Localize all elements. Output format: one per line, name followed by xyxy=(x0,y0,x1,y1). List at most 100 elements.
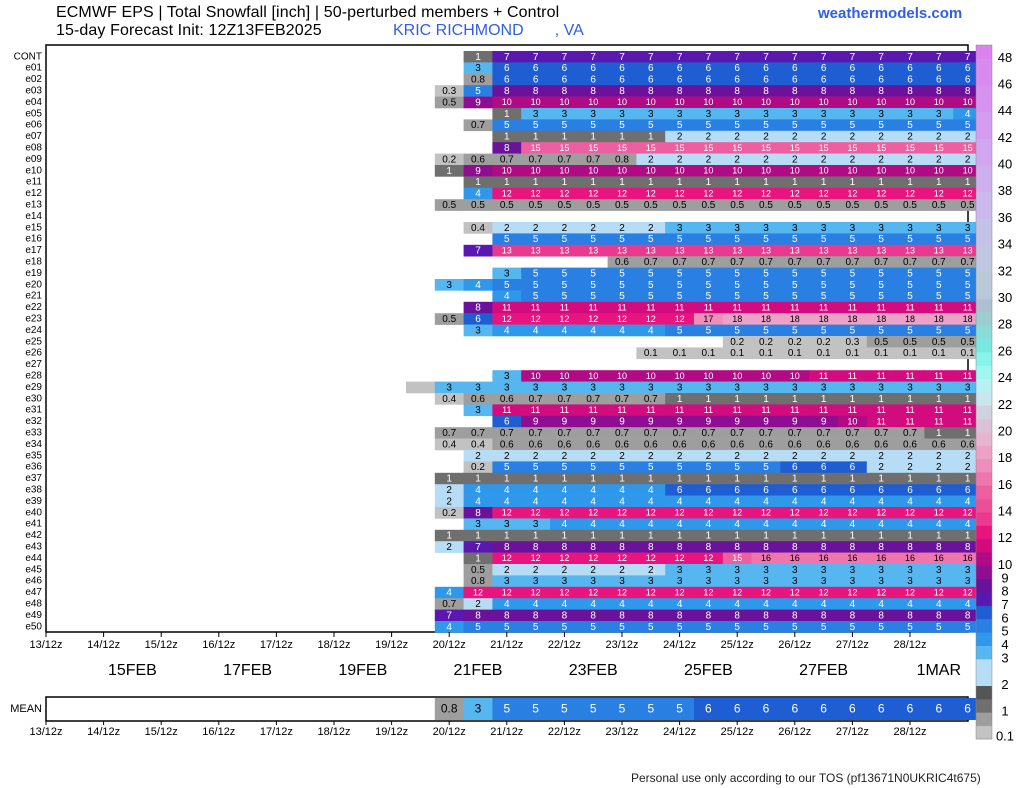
heat-cell xyxy=(550,199,580,211)
heat-cell xyxy=(665,222,695,234)
cell-value: 12 xyxy=(905,188,915,198)
heat-cell xyxy=(521,404,551,417)
cell-value: 7 xyxy=(821,52,827,63)
cell-value: 0.6 xyxy=(500,394,514,405)
heat-cell xyxy=(636,529,666,542)
cell-value: 1 xyxy=(936,428,942,439)
heat-cell xyxy=(492,598,522,610)
cell-value: 0.7 xyxy=(845,428,859,439)
cell-value: 6 xyxy=(706,75,712,86)
heat-cell xyxy=(607,495,637,508)
cell-value: 12 xyxy=(531,553,541,563)
cell-value: 0.5 xyxy=(932,200,946,211)
cell-value: 0.5 xyxy=(615,200,629,211)
heat-cell xyxy=(492,130,522,143)
mean-cell xyxy=(751,698,781,720)
colorbar-segment xyxy=(976,285,992,299)
mean-value: 5 xyxy=(532,702,539,716)
member-label: e35 xyxy=(25,450,42,461)
cell-value: 3 xyxy=(706,109,712,120)
heat-cell xyxy=(463,324,493,337)
member-label: e17 xyxy=(25,245,42,256)
heat-cell xyxy=(694,529,724,542)
heat-cell xyxy=(578,415,609,428)
heat-cell xyxy=(838,267,868,280)
member-label: e31 xyxy=(25,405,42,416)
heat-cell xyxy=(578,507,609,519)
cell-value: 1 xyxy=(706,177,712,188)
cell-value: 3 xyxy=(706,576,712,587)
heat-cell xyxy=(866,507,897,519)
cell-value: 5 xyxy=(965,120,971,131)
heat-cell xyxy=(809,370,839,382)
heat-cell xyxy=(809,472,839,485)
heat-cell xyxy=(665,324,695,337)
heat-cell xyxy=(463,165,493,177)
heat-cell xyxy=(809,233,839,246)
heat-cell xyxy=(665,153,695,166)
heat-cell xyxy=(578,621,609,633)
colorbar-label: 9 xyxy=(1001,570,1008,585)
cell-value: 12 xyxy=(819,587,829,597)
heat-cell xyxy=(780,450,810,462)
cell-value: 6 xyxy=(878,485,884,496)
colorbar-segment xyxy=(976,552,992,566)
heat-cell xyxy=(550,119,580,132)
colorbar-segment xyxy=(976,525,992,540)
cell-value: 7 xyxy=(475,246,481,257)
heat-cell xyxy=(607,256,637,268)
heat-cell xyxy=(838,85,868,97)
cell-value: 1 xyxy=(792,531,798,542)
cell-value: 6 xyxy=(936,63,942,74)
cell-value: 1 xyxy=(850,531,856,542)
heat-cell xyxy=(607,130,637,143)
heat-cell xyxy=(492,73,522,86)
cell-value: 10 xyxy=(588,97,598,107)
heat-cell xyxy=(578,324,609,337)
heat-cell xyxy=(492,233,522,246)
cell-value: 0.2 xyxy=(442,508,456,519)
heat-cell xyxy=(924,187,954,200)
cell-value: 5 xyxy=(763,462,769,473)
heat-cell xyxy=(434,438,465,451)
date-label: 23FEB xyxy=(569,662,618,679)
heat-cell xyxy=(578,96,609,109)
cell-value: 5 xyxy=(504,462,510,473)
heat-cell xyxy=(578,244,609,257)
colorbar-label: 2 xyxy=(1001,677,1008,692)
cell-value: 7 xyxy=(648,52,654,63)
heat-cell xyxy=(780,244,810,257)
heat-cell xyxy=(550,495,580,508)
cell-value: 0.7 xyxy=(586,394,600,405)
member-label: e38 xyxy=(25,485,42,496)
heat-cell xyxy=(434,484,465,496)
heat-cell xyxy=(550,586,580,599)
cell-value: 4 xyxy=(677,519,683,530)
heat-cell xyxy=(722,130,753,143)
cell-value: 3 xyxy=(590,109,596,120)
cell-value: 11 xyxy=(905,405,914,415)
heat-cell xyxy=(636,62,666,75)
heat-cell xyxy=(636,108,666,120)
heat-cell xyxy=(751,301,781,314)
heat-cell xyxy=(780,267,810,280)
cell-value: 13 xyxy=(588,245,598,255)
heat-cell xyxy=(578,313,609,325)
cell-value: 0.7 xyxy=(500,154,514,165)
heat-cell xyxy=(838,51,868,63)
heat-cell xyxy=(838,381,868,394)
cell-value: 4 xyxy=(850,519,856,530)
cell-value: 0.7 xyxy=(673,257,687,268)
cell-value: 12 xyxy=(675,314,685,324)
heat-cell xyxy=(722,438,753,451)
heat-cell xyxy=(722,472,753,485)
cell-value: 5 xyxy=(850,325,856,336)
cell-value: 0.7 xyxy=(701,257,715,268)
cell-value: 5 xyxy=(590,291,596,302)
colorbar-label: 5 xyxy=(1001,624,1008,639)
cell-value: 7 xyxy=(504,52,510,63)
cell-value: 11 xyxy=(675,405,684,415)
heat-cell xyxy=(434,381,465,394)
cell-value: 5 xyxy=(792,325,798,336)
cell-value: 7 xyxy=(763,52,769,63)
